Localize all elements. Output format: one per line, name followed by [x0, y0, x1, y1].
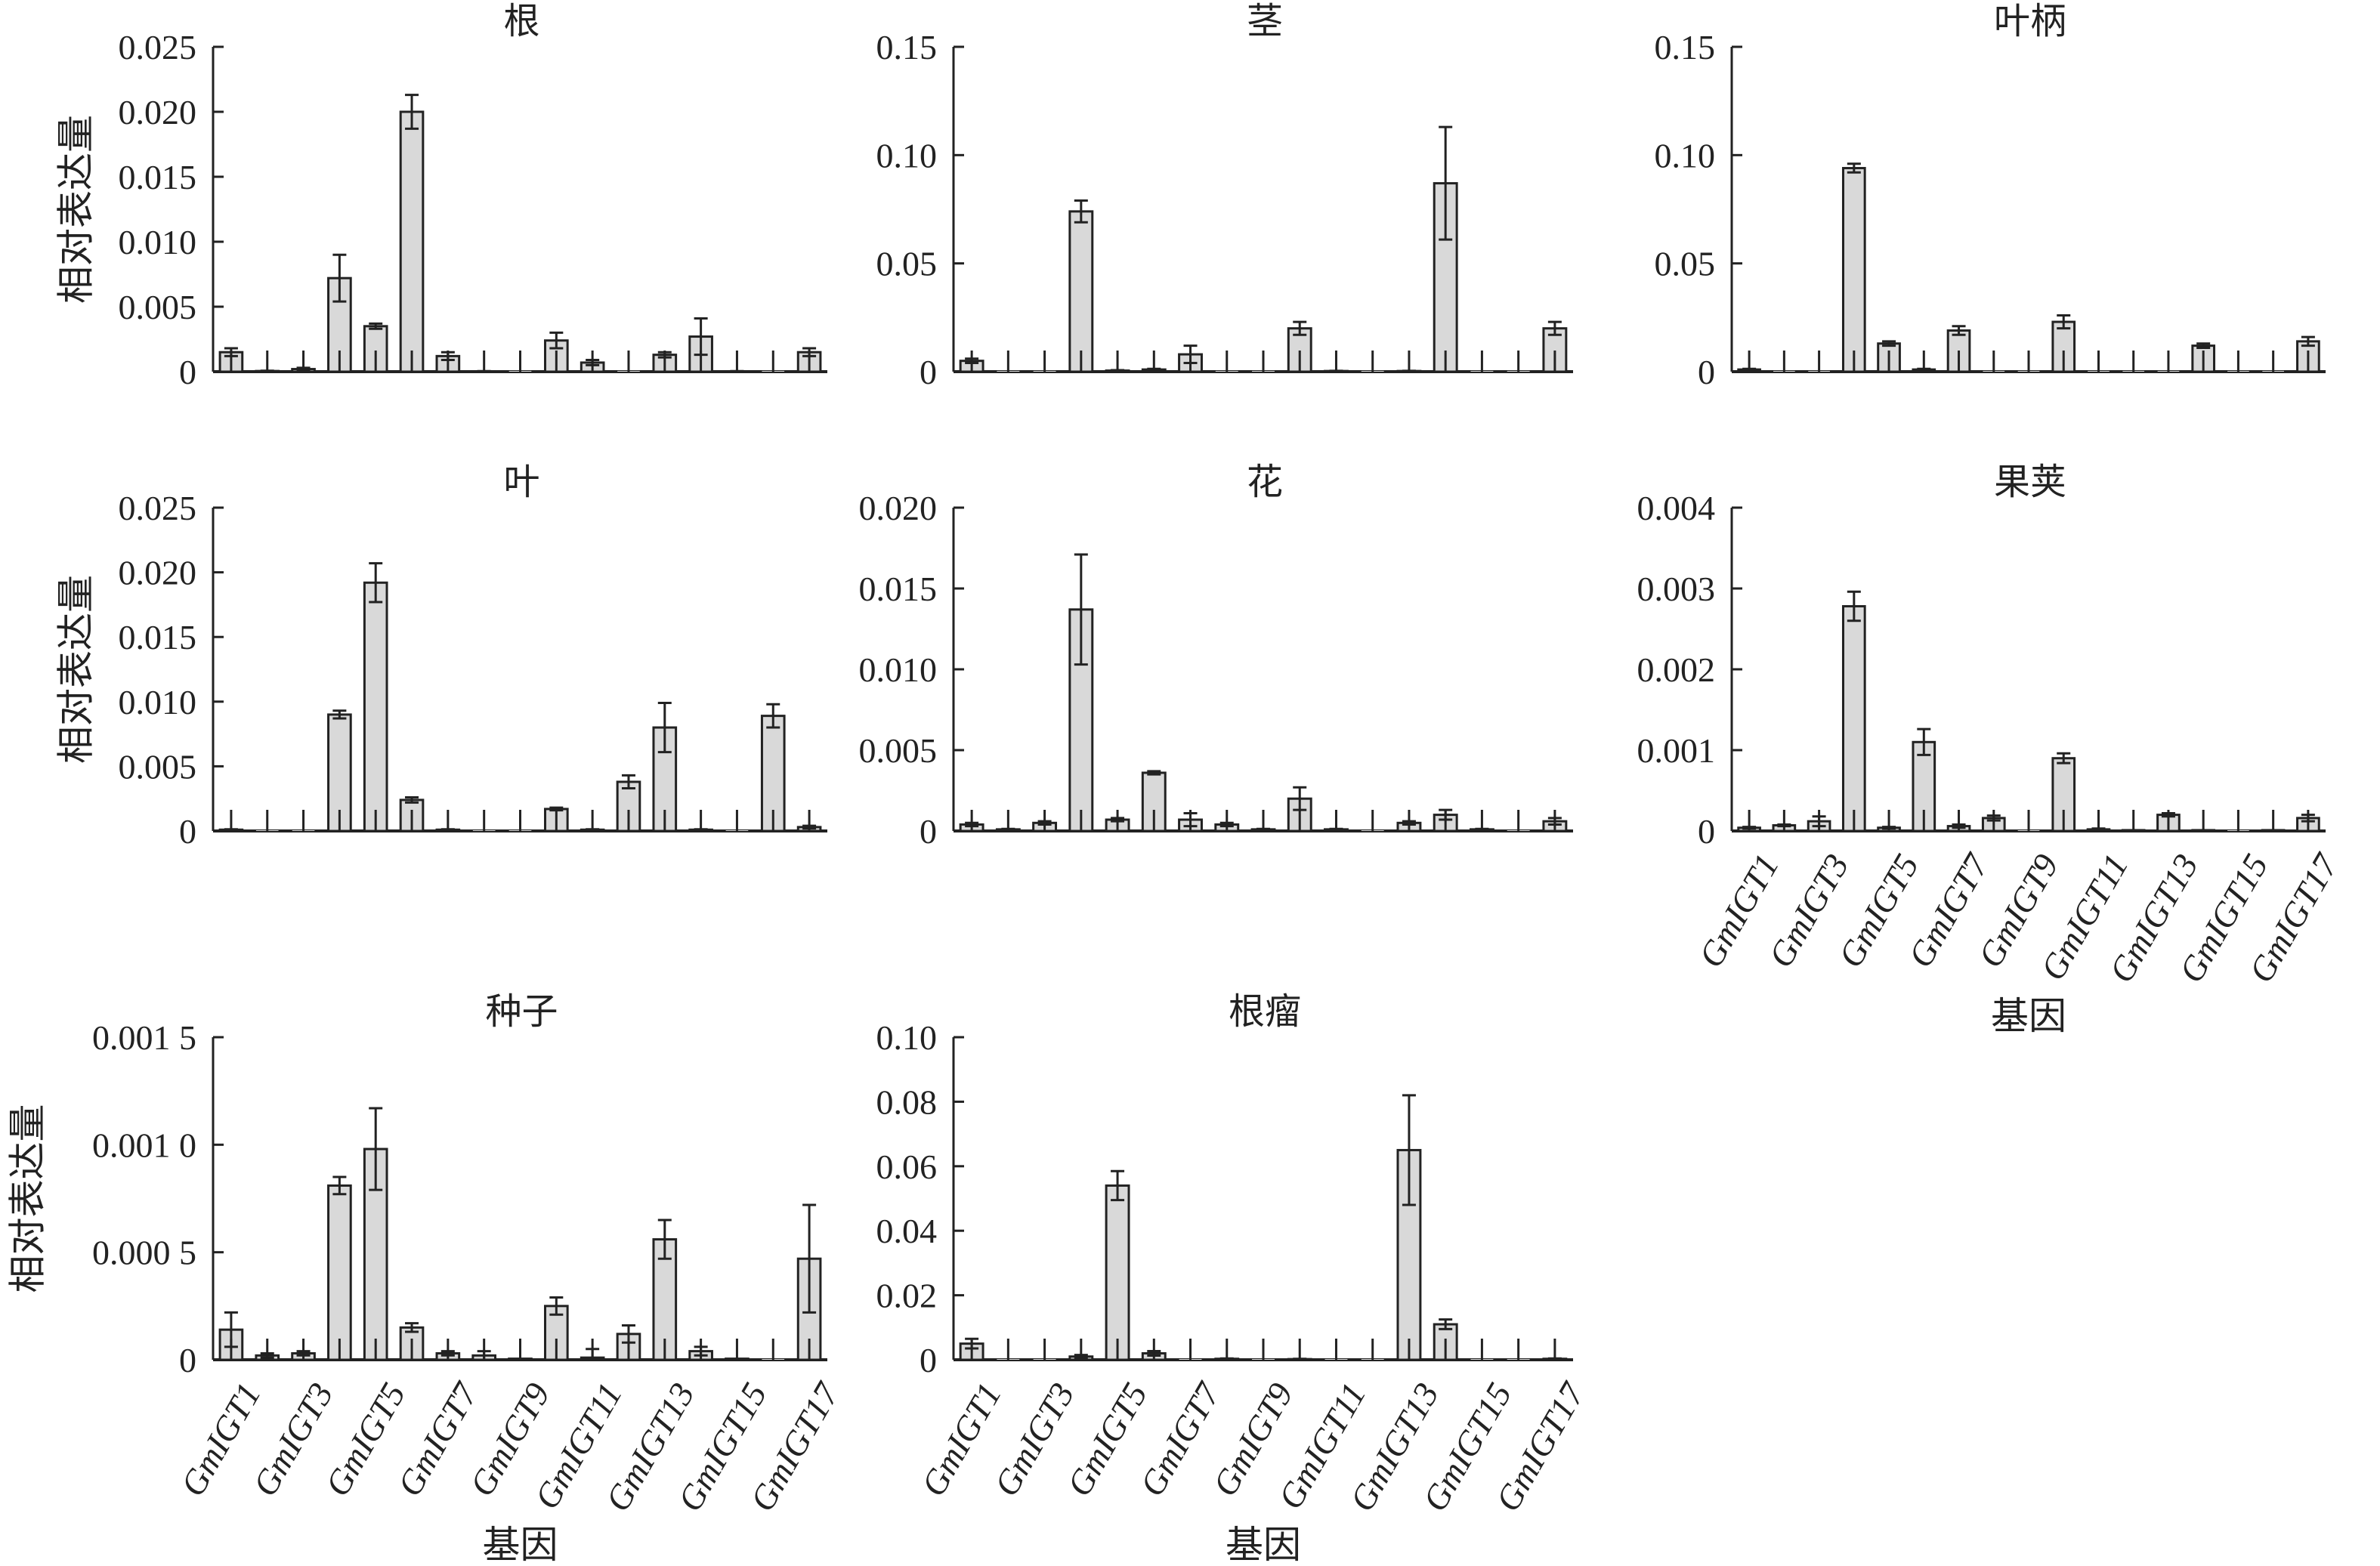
y-tick-label: 0 — [920, 1341, 937, 1379]
bar — [1105, 1184, 1130, 1361]
chart-title: 果荚 — [1994, 462, 2066, 502]
chart-title: 根 — [503, 2, 539, 42]
y-tick-label: 0.002 — [1637, 650, 1716, 689]
y-tick-label: 0.015 — [859, 570, 938, 608]
bar — [363, 581, 388, 832]
x-axis-label: 基因 — [1226, 1524, 1301, 1566]
panel-flower: 花 0 0.005 0.010 0.015 0.020 — [859, 462, 1573, 851]
y-axis-label: 相对表达量 — [6, 1104, 48, 1293]
y-tick-label: 0.020 — [119, 93, 197, 131]
x-axis-label: 基因 — [483, 1524, 558, 1566]
bar — [399, 110, 425, 373]
chart-title: 叶柄 — [1994, 2, 2066, 42]
y-tick-label: 0.005 — [859, 731, 938, 770]
panel-nodule: 根瘤00.020.040.060.080.10GmIGT1GmIGT3GmIGT… — [876, 992, 1593, 1566]
y-tick-label: 0 — [920, 353, 937, 391]
y-tick-label: 0.001 0 — [92, 1126, 196, 1164]
bar — [327, 1184, 352, 1361]
y-tick-label: 0.020 — [859, 489, 938, 527]
y-tick-label: 0.10 — [876, 136, 938, 175]
y-tick-label: 0.10 — [876, 1018, 938, 1057]
panel-pod: 果荚00.0010.0020.0030.004GmIGT1GmIGT3GmIGT… — [1637, 462, 2346, 1037]
y-tick-label: 0.015 — [119, 618, 197, 656]
y-tick-label: 0.015 — [119, 158, 197, 196]
y-tick-label: 0.000 5 — [92, 1234, 196, 1272]
bar — [1841, 605, 1866, 832]
y-tick-label: 0 — [920, 812, 937, 851]
chart-title: 茎 — [1247, 2, 1283, 42]
y-tick-label: 0.004 — [1637, 489, 1716, 527]
y-tick-label: 0.05 — [876, 245, 938, 283]
y-tick-label: 0.010 — [119, 683, 197, 721]
y-tick-label: 0.02 — [876, 1277, 938, 1315]
y-tick-label: 0.003 — [1637, 570, 1716, 608]
chart-title: 种子 — [485, 992, 558, 1032]
y-tick-label: 0.06 — [876, 1147, 938, 1186]
y-tick-label: 0.005 — [119, 747, 197, 786]
y-tick-label: 0.001 5 — [92, 1018, 196, 1057]
y-tick-label: 0.15 — [1655, 28, 1716, 66]
y-axis-label: 相对表达量 — [54, 575, 97, 764]
y-axis-label: 相对表达量 — [54, 115, 97, 304]
y-tick-label: 0 — [179, 353, 196, 391]
y-tick-label: 0 — [1698, 812, 1715, 851]
y-tick-label: 0 — [179, 812, 196, 851]
y-tick-label: 0.05 — [1655, 245, 1716, 283]
panel-petiole: 叶柄 0 0.05 0.10 0.15 — [1655, 2, 2326, 391]
y-tick-label: 0 — [179, 1341, 196, 1379]
x-axis-label: 基因 — [1991, 995, 2066, 1037]
y-tick-label: 0.08 — [876, 1083, 938, 1121]
y-tick-label: 0.025 — [119, 28, 197, 66]
y-tick-label: 0.025 — [119, 489, 197, 527]
bar — [1068, 210, 1094, 373]
panel-stem: 茎 0 0.05 0.10 0.15 — [876, 2, 1573, 391]
chart-title: 叶 — [503, 462, 539, 502]
y-tick-label: 0.001 — [1637, 731, 1716, 770]
bar — [1841, 167, 1866, 373]
y-tick-label: 0.04 — [876, 1212, 938, 1250]
y-tick-label: 0.10 — [1655, 136, 1716, 175]
chart-title: 花 — [1247, 462, 1283, 502]
y-tick-label: 0.010 — [859, 650, 938, 689]
y-tick-label: 0.020 — [119, 554, 197, 592]
chart-title: 根瘤 — [1229, 992, 1301, 1032]
y-tick-label: 0.005 — [119, 288, 197, 326]
y-tick-label: 0.010 — [119, 223, 197, 261]
y-tick-label: 0.15 — [876, 28, 938, 66]
y-tick-label: 0 — [1698, 353, 1715, 391]
